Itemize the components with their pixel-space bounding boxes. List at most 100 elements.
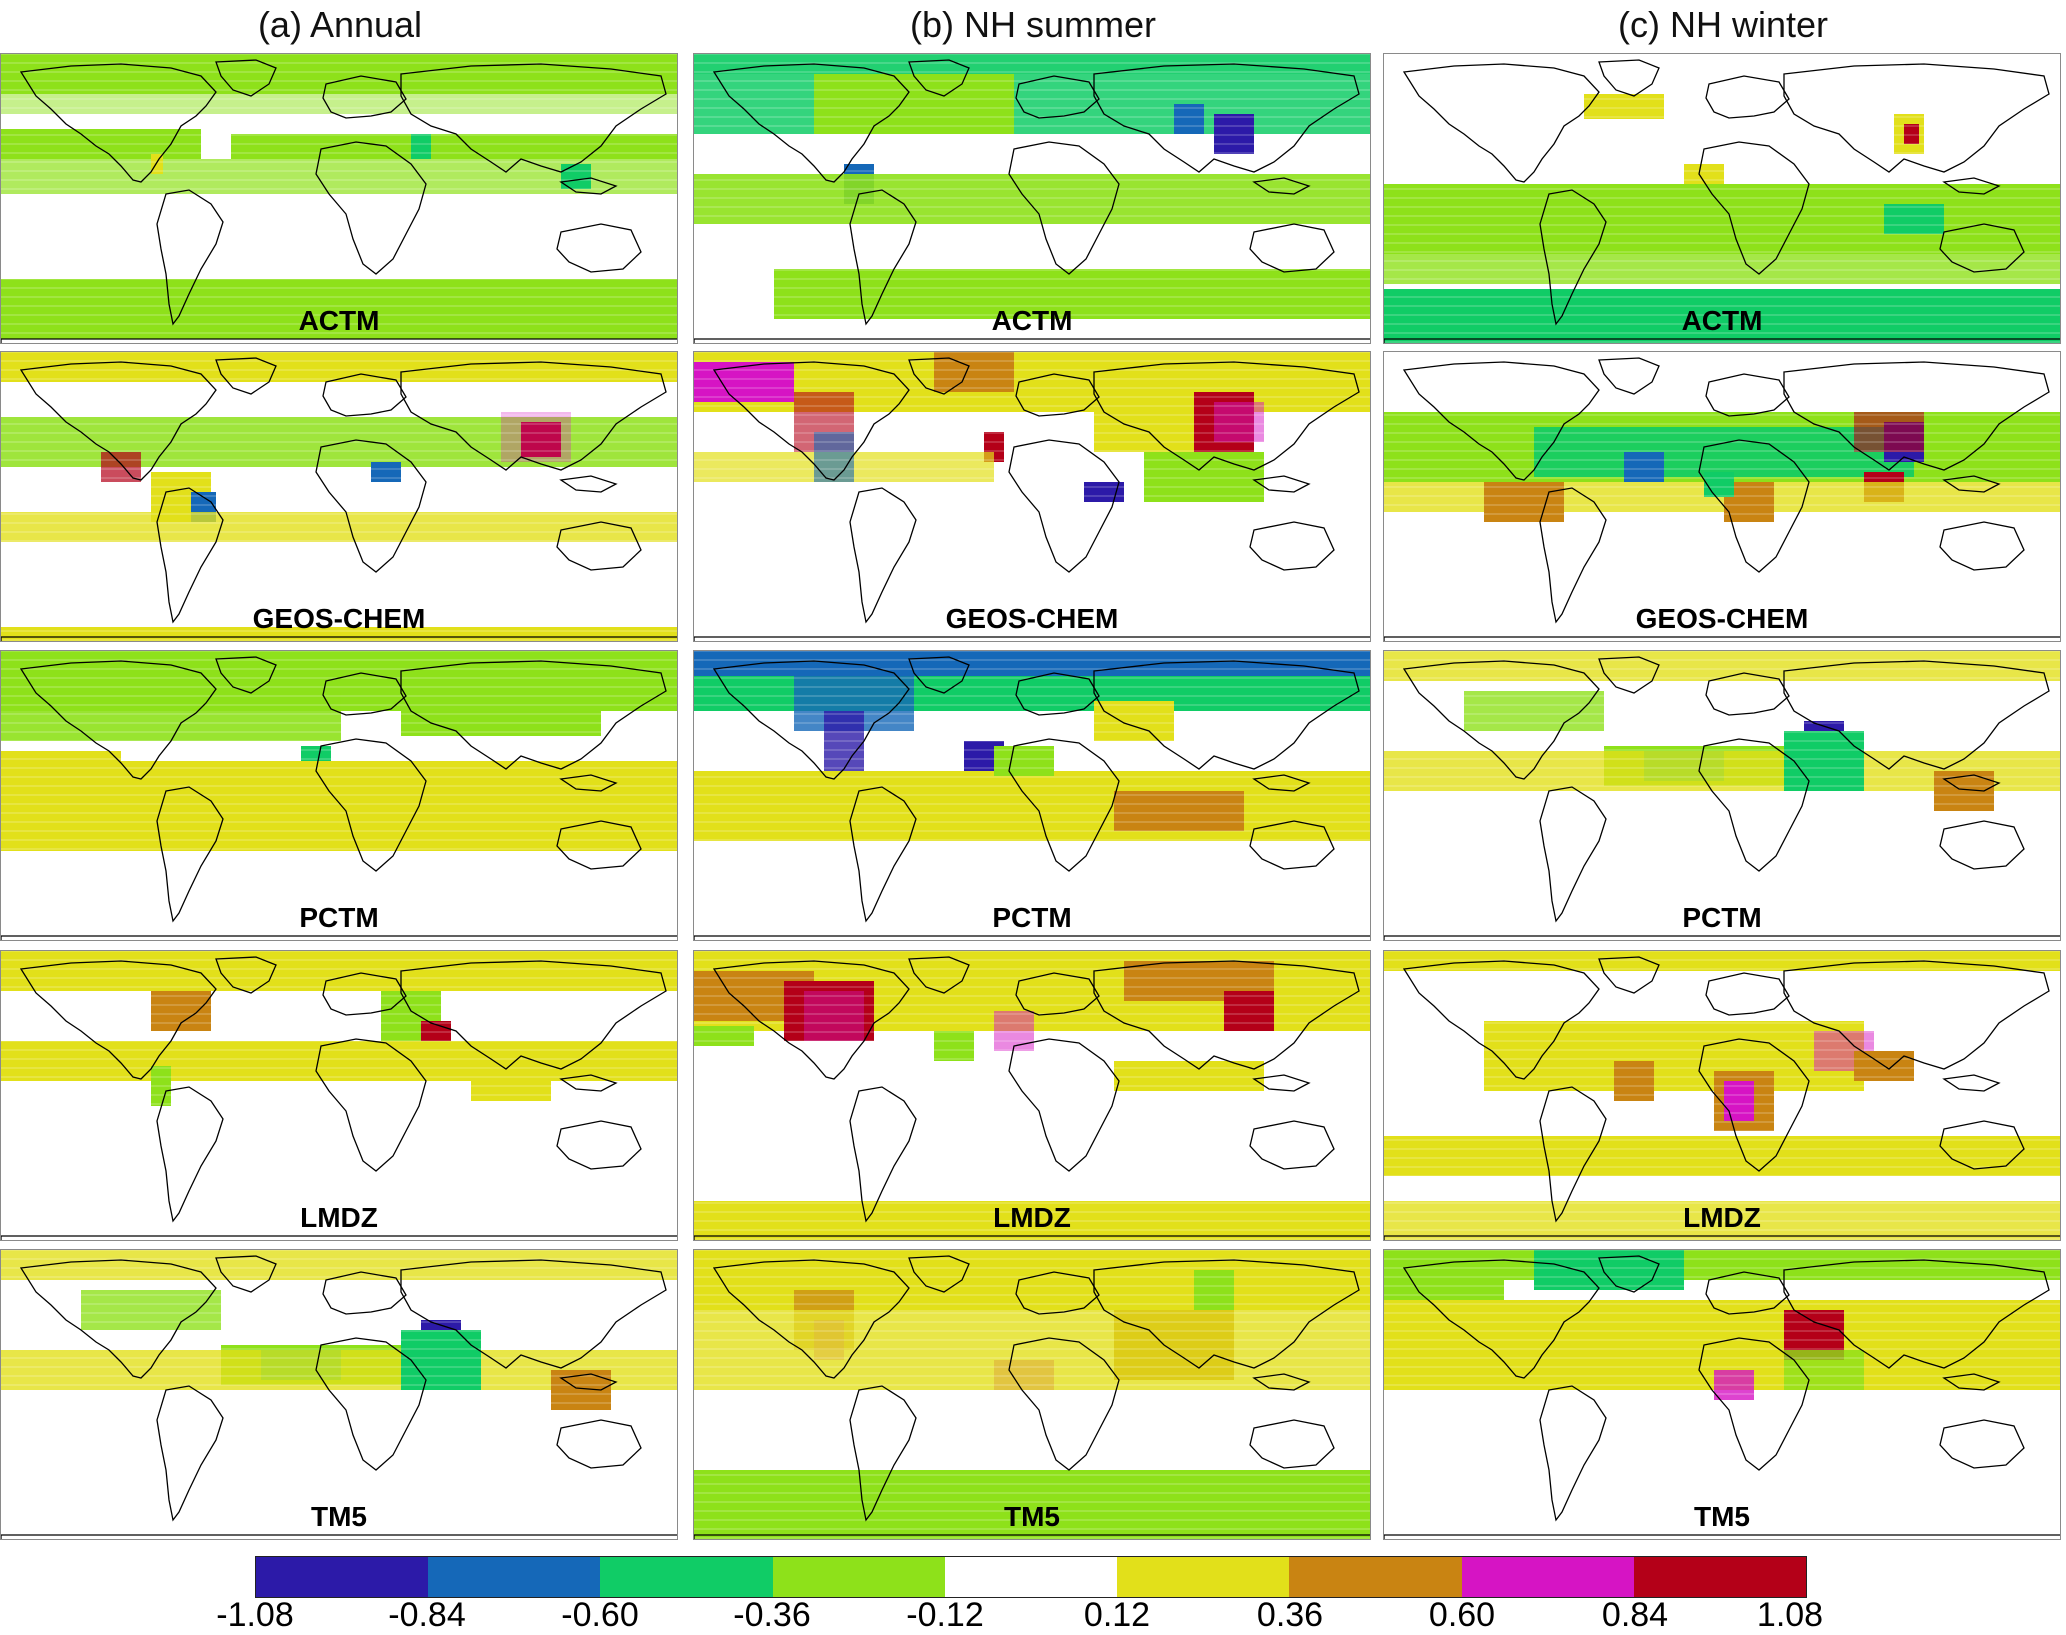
colorbar-swatch — [772, 1557, 945, 1597]
field-patch — [1214, 114, 1254, 154]
field-patch — [994, 1011, 1034, 1051]
coastline — [156, 189, 224, 326]
map-panel: GEOS-CHEM — [693, 351, 1371, 642]
coastline — [712, 1259, 910, 1379]
coastline — [1598, 956, 1660, 994]
coastline — [559, 1373, 618, 1391]
coastline — [1402, 63, 1600, 183]
coastline — [315, 1038, 427, 1172]
coastline — [1942, 1373, 2001, 1391]
coastline — [1698, 738, 1810, 872]
field-patch — [401, 1330, 481, 1390]
field-patch — [1384, 289, 2060, 343]
field-patch — [774, 269, 1370, 319]
map-panel: ACTM — [0, 53, 678, 344]
field-patch — [1094, 701, 1174, 741]
coastline — [1705, 75, 1790, 119]
field-patch — [101, 452, 141, 482]
field-patch — [501, 412, 571, 462]
field-patch — [1, 1041, 677, 1081]
colorbar-swatch — [1461, 1557, 1634, 1597]
coastline — [1539, 487, 1607, 624]
colorbar-tick-label: 0.84 — [1601, 1596, 1669, 1634]
field-patch — [151, 154, 163, 174]
field-patch — [81, 1290, 221, 1330]
coastline — [1939, 820, 2025, 870]
coastline — [1249, 223, 1335, 273]
coastline — [156, 786, 224, 923]
coastline — [849, 189, 917, 326]
coastline — [559, 177, 618, 195]
world-map — [1384, 1250, 2060, 1539]
coastline — [315, 1337, 427, 1471]
field-patch — [1624, 452, 1664, 482]
coastline — [559, 475, 618, 493]
colorbar-tick-label: 0.60 — [1428, 1596, 1496, 1634]
colorbar-tick-label: 1.08 — [1756, 1596, 1824, 1634]
field-patch — [804, 991, 864, 1041]
coastline — [1015, 373, 1100, 417]
coastline — [1093, 63, 1360, 173]
model-label: LMDZ — [1683, 1202, 1761, 1233]
coastline — [1015, 972, 1100, 1016]
field-patch — [1724, 1081, 1754, 1121]
colorbar-tick-label: -0.84 — [388, 1596, 466, 1634]
world-map — [1384, 54, 2060, 343]
coastline — [1402, 660, 1600, 780]
coastline — [559, 1074, 618, 1092]
coastline — [908, 656, 970, 694]
coastline — [19, 1259, 217, 1379]
colorbar-swatch — [1117, 1557, 1290, 1597]
field-patch — [1704, 472, 1734, 497]
coastline — [908, 59, 970, 97]
colorbar-tick-label: -1.08 — [216, 1596, 294, 1634]
field-patch — [694, 54, 1370, 74]
field-patch — [421, 1021, 451, 1041]
coastline — [400, 1259, 667, 1369]
model-label: TM5 — [1694, 1501, 1750, 1532]
world-map — [1, 951, 677, 1240]
coastline — [315, 738, 427, 872]
field-patch — [1384, 951, 2060, 971]
coastline — [1384, 338, 2060, 343]
coastline — [1, 1534, 677, 1539]
field-patch — [471, 1061, 551, 1101]
world-map — [1, 651, 677, 940]
field-patch — [1464, 691, 1604, 731]
map-panel: ACTM — [693, 53, 1371, 344]
model-label: PCTM — [1682, 902, 1762, 933]
world-map — [694, 1250, 1370, 1539]
coastline — [1, 636, 677, 641]
coastline — [1598, 59, 1660, 97]
colorbar-swatch — [1633, 1557, 1806, 1597]
field-patch — [1114, 791, 1244, 831]
map-panel: PCTM — [1383, 650, 2061, 941]
coastline — [694, 338, 1370, 343]
colorbar-swatch — [944, 1557, 1118, 1597]
coastline — [1008, 1038, 1120, 1172]
model-label: PCTM — [992, 902, 1072, 933]
field-patch — [1384, 1280, 1504, 1300]
colorbar-swatch — [600, 1557, 773, 1597]
field-patch — [1084, 482, 1124, 502]
coastline — [712, 960, 910, 1080]
coastline — [1698, 1038, 1810, 1172]
field-patch — [1444, 1340, 1504, 1380]
model-label: LMDZ — [993, 1202, 1071, 1233]
coastline — [1783, 63, 2050, 173]
coastline — [1252, 177, 1311, 195]
map-panel: LMDZ — [0, 950, 678, 1241]
coastline — [1015, 672, 1100, 716]
coastline — [400, 361, 667, 471]
coastline — [1539, 1385, 1607, 1522]
map-panel: TM5 — [1383, 1249, 2061, 1540]
colorbar-tick-label: 0.36 — [1256, 1596, 1324, 1634]
coastline — [1008, 439, 1120, 573]
colorbar — [255, 1556, 1807, 1598]
field-patch — [694, 174, 1370, 224]
coastline — [156, 1385, 224, 1522]
model-label: TM5 — [311, 1501, 367, 1532]
coastline — [694, 636, 1370, 641]
model-label: GEOS-CHEM — [1635, 603, 1809, 634]
field-patch — [994, 746, 1054, 776]
